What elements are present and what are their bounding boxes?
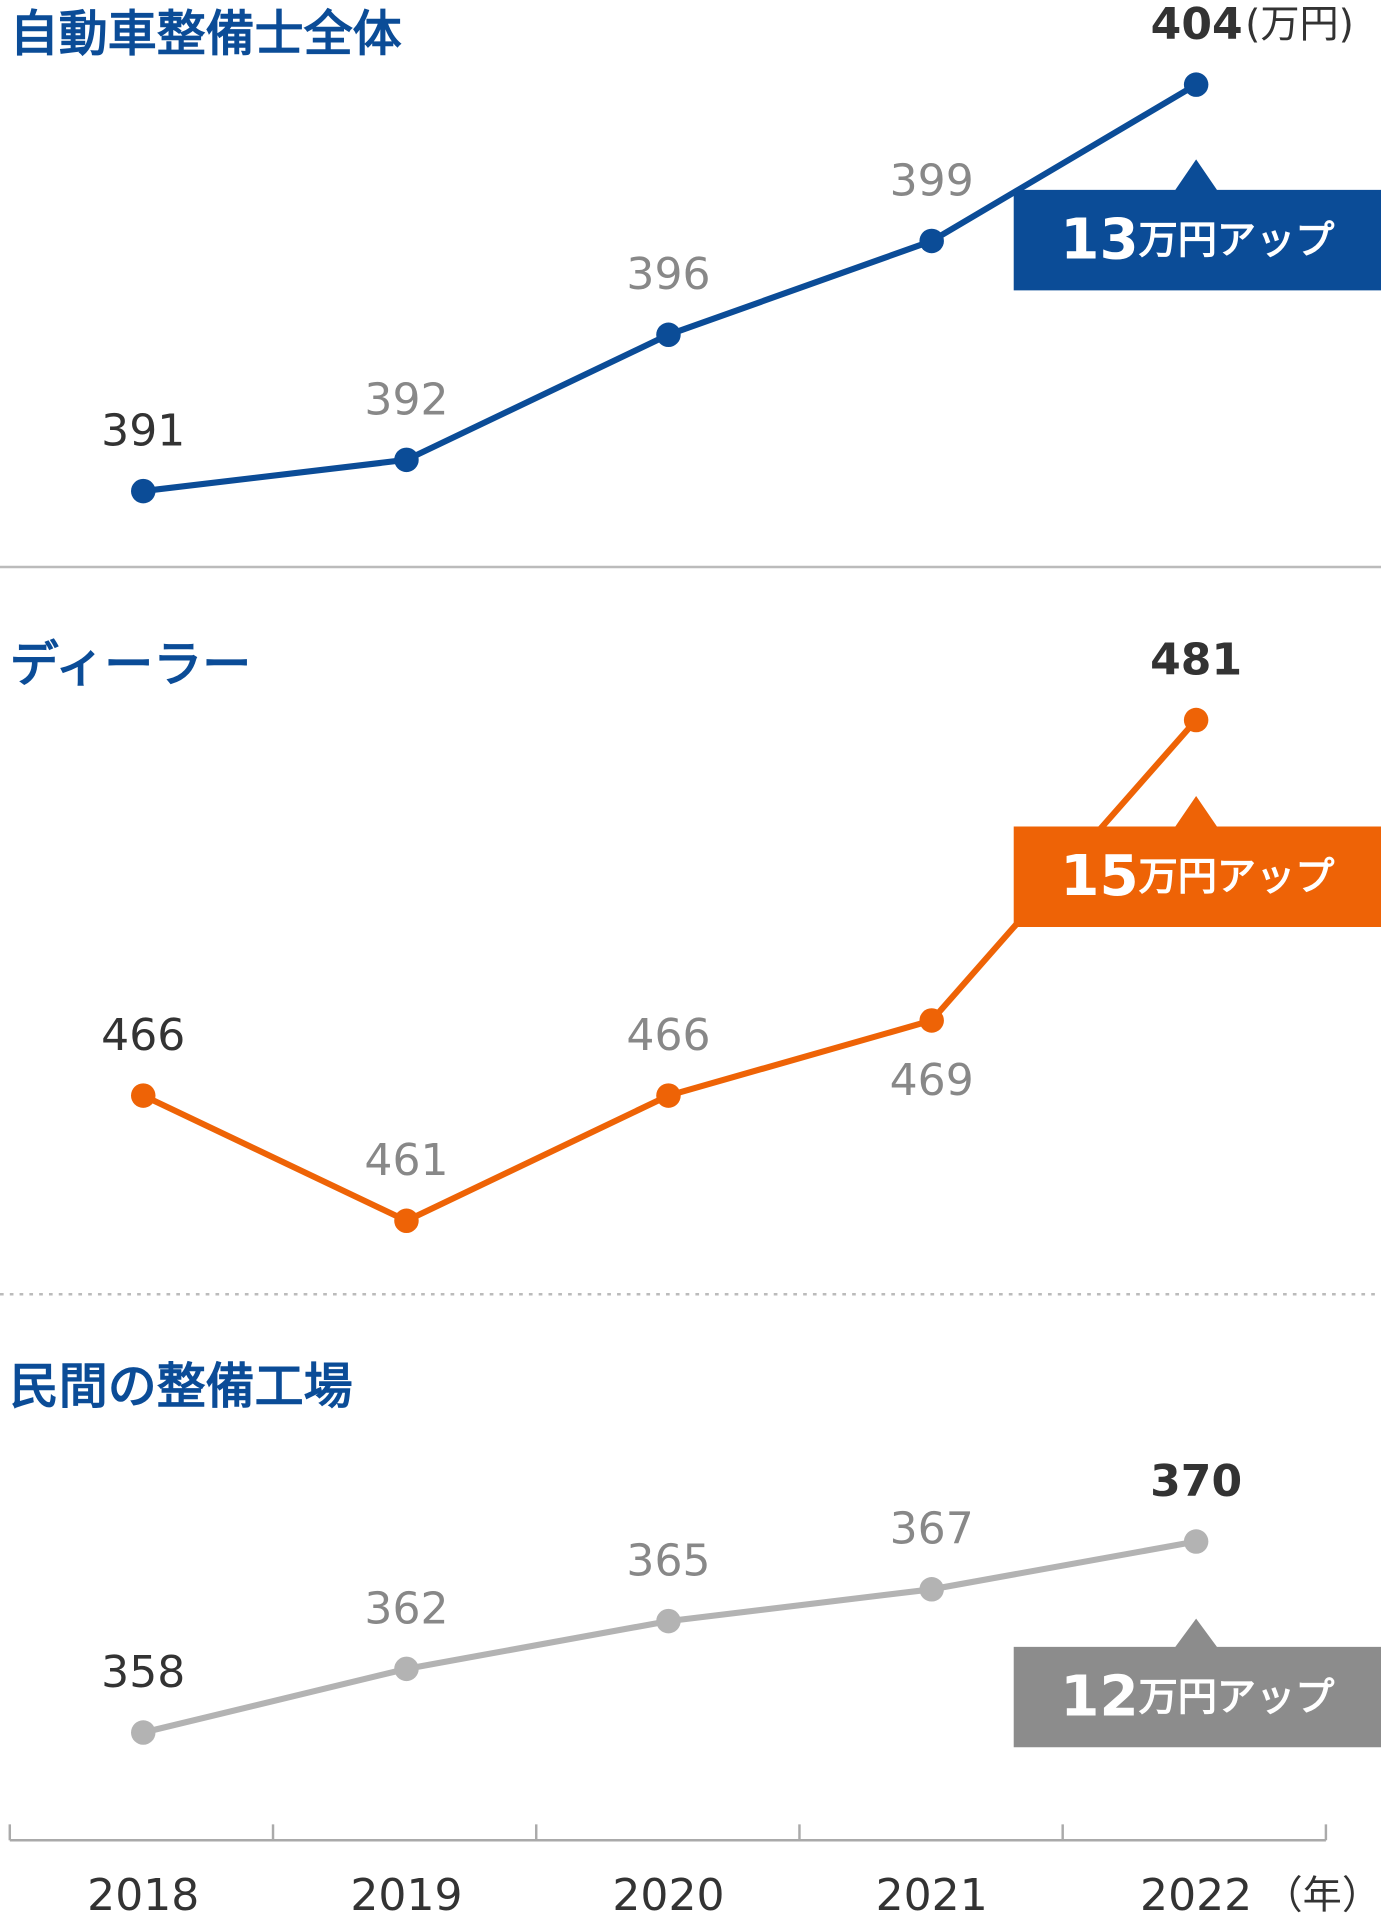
point (394, 1656, 419, 1682)
value-label: 367 (890, 1504, 974, 1555)
badge-label: 12万円アップ (1060, 1664, 1335, 1729)
line (141, 718, 1199, 1225)
point (656, 1083, 681, 1108)
point (130, 1720, 156, 1745)
badge-amount: 13 (1060, 207, 1138, 272)
value-label: 391 (101, 406, 185, 457)
badge-label: 13万円アップ (1060, 207, 1335, 272)
x-tick-label: 2021 (876, 1870, 988, 1920)
point (656, 322, 681, 348)
chart-title: 民間の整備工場 (10, 1358, 353, 1415)
point (1183, 72, 1209, 97)
badge (1013, 159, 1381, 291)
unit-label: (万円) (1245, 3, 1354, 48)
value-label: 399 (890, 155, 974, 206)
point (919, 1577, 944, 1602)
point (656, 1608, 681, 1634)
value-label: 469 (890, 1055, 974, 1106)
point (394, 1208, 419, 1234)
point (1183, 1529, 1209, 1554)
chart-title: ディーラー (10, 636, 251, 693)
value-label: 392 (364, 374, 448, 425)
badge (1013, 1618, 1381, 1748)
point (919, 1008, 944, 1033)
x-tick-label: 2019 (350, 1870, 462, 1920)
value-label: 358 (101, 1647, 185, 1698)
point (130, 478, 156, 504)
x-tick-label: 2020 (612, 1870, 724, 1920)
value-label: 362 (364, 1583, 448, 1634)
chart-title: 自動車整備士全体 (10, 5, 402, 62)
badge-label: 15万円アップ (1060, 844, 1335, 909)
point (1183, 707, 1209, 733)
value-label: 396 (626, 249, 710, 300)
point (394, 447, 419, 473)
x-tick-label: 2022 (1140, 1870, 1252, 1920)
x-unit: （年） (1264, 1873, 1381, 1918)
badge-amount: 12 (1060, 1664, 1138, 1729)
point (130, 1083, 156, 1108)
value-label: 466 (626, 1010, 710, 1061)
value-label: 461 (364, 1135, 448, 1186)
value-label: 370 (1150, 1456, 1242, 1507)
value-label: 404 (1151, 0, 1243, 50)
x-tick-label: 2018 (87, 1870, 199, 1920)
value-label: 365 (626, 1536, 710, 1587)
badge (1013, 795, 1381, 927)
badge-text: 万円アップ (1139, 218, 1336, 263)
badge-text: 万円アップ (1139, 1675, 1336, 1720)
point (919, 228, 944, 254)
badge-amount: 15 (1060, 844, 1138, 909)
value-label: 481 (1150, 634, 1242, 685)
badge-text: 万円アップ (1139, 855, 1336, 900)
value-label: 466 (101, 1010, 185, 1061)
